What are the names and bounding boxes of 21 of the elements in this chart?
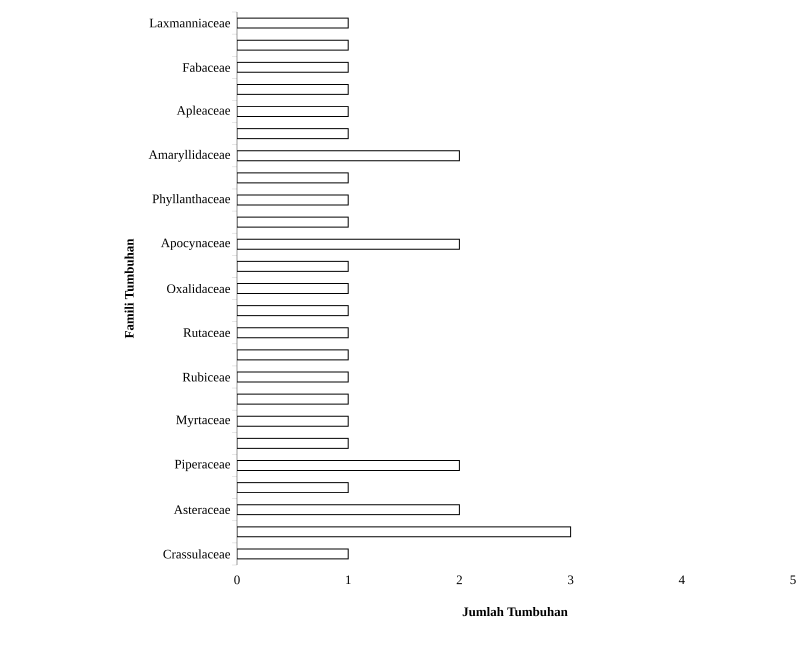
y-tick-label: Phyllanthaceae — [152, 194, 230, 206]
y-axis-title: Famili Tumbuhan — [124, 238, 134, 338]
x-tick-label: 0 — [234, 576, 240, 584]
y-tick-label: Apleaceae — [176, 106, 230, 118]
x-tick-label: 5 — [790, 575, 796, 584]
y-tick-label: Piperaceae — [174, 460, 230, 472]
y-tick-label: Fabaceae — [182, 62, 230, 72]
y-tick-label: Apocynaceae — [160, 238, 230, 250]
y-tick-label: Amaryllidaceae — [148, 150, 230, 162]
x-tick-label: 3 — [568, 575, 574, 584]
y-tick-label: Asteraceae — [174, 505, 230, 514]
x-tick-label: 2 — [456, 575, 462, 584]
y-tick-label: Myrtaceae — [176, 416, 230, 427]
x-axis-title: Jumlah Tumbuhan — [462, 607, 568, 616]
x-tick-label: 1 — [346, 576, 351, 584]
y-tick-label: Rubiceae — [182, 372, 230, 382]
y-tick-label: Laxmanniaceae — [150, 18, 230, 28]
y-tick-label: Oxalidaceae — [167, 284, 230, 294]
x-tick-label: 4 — [678, 575, 685, 584]
y-tick-label: Rutaceae — [183, 328, 230, 338]
y-tick-label: Crassulaceae — [163, 549, 230, 558]
